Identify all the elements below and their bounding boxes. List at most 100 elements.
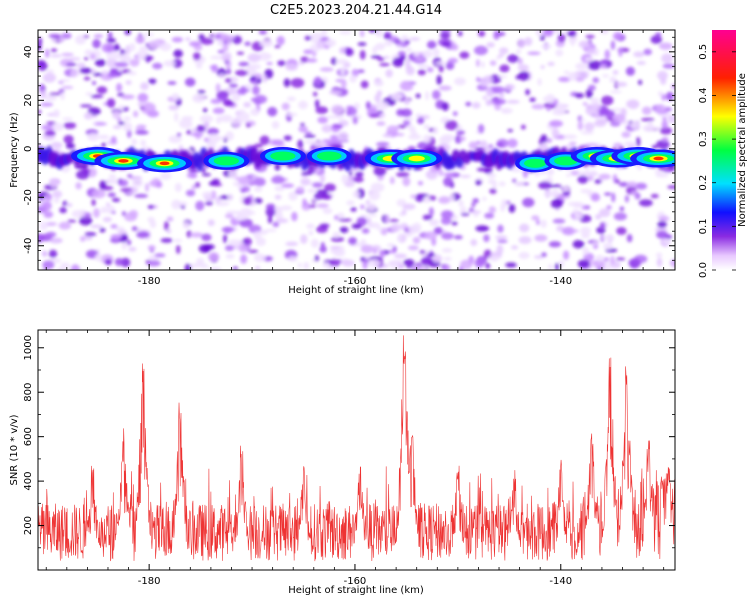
spectrogram-noise-blob — [376, 227, 384, 231]
spectrogram-noise-blob — [500, 107, 513, 114]
spectrogram-noise-blob — [346, 200, 355, 206]
spectrogram-noise-blob — [628, 258, 642, 268]
spectrogram-noise-blob — [184, 263, 192, 270]
spectrogram-noise-blob — [441, 40, 452, 47]
snr-y-axis-label: SNR (10 * v/v) — [9, 414, 20, 485]
spectrogram-noise-blob — [440, 210, 454, 219]
spectrogram-noise-blob — [211, 190, 217, 199]
spectrogram-noise-blob — [304, 35, 312, 41]
spectrogram-noise-blob — [102, 216, 112, 223]
snr-frame — [37, 329, 676, 571]
spectrogram-noise-blob — [176, 201, 188, 206]
spectrogram-noise-blob — [493, 98, 506, 105]
spectrogram-noise-blob — [626, 181, 638, 188]
spectrogram-noise-blob — [195, 60, 203, 69]
spectrogram-noise-blob — [368, 190, 381, 201]
spectrogram-noise-blob — [51, 239, 60, 244]
spectrogram-noise-blob — [522, 197, 535, 208]
spectrogram-noise-blob — [140, 139, 147, 147]
spectrogram-noise-blob — [476, 167, 490, 172]
spectrogram-noise-blob — [39, 90, 47, 99]
spectrogram-noise-blob — [640, 117, 655, 122]
spectrogram-noise-blob — [577, 171, 592, 176]
spectrogram-noise-blob — [298, 61, 305, 66]
figure-title: C2E5.2023.204.21.44.G14 — [270, 3, 442, 18]
spectrogram-noise-blob — [517, 57, 523, 65]
spectrogram-noise-blob — [643, 48, 653, 56]
spectrogram-noise-blob — [626, 99, 640, 109]
spectrogram-noise-blob — [46, 121, 57, 125]
x-tick-label: -140 — [549, 576, 572, 587]
spectrogram-noise-blob — [538, 181, 552, 190]
spectrogram-noise-blob — [79, 67, 92, 74]
spectrogram-noise-blob — [635, 182, 648, 190]
spectrogram-noise-blob — [50, 141, 63, 149]
spectrogram-noise-blob — [558, 259, 565, 268]
spectrogram-noise-blob — [336, 259, 342, 265]
spectrogram-noise-blob — [334, 215, 339, 221]
spectrogram-noise-blob — [396, 45, 403, 49]
spectrogram-noise-blob — [243, 197, 252, 206]
spectrogram-noise-blob — [478, 30, 486, 37]
spectrogram-noise-blob — [606, 205, 612, 210]
spectrogram-noise-blob — [191, 184, 197, 190]
spectrogram-noise-blob — [298, 126, 307, 131]
spectrogram-noise-blob — [415, 193, 429, 198]
spectrogram-noise-blob — [507, 129, 513, 133]
colorbar: 0.0 0.1 0.2 0.3 0.4 0.5 Normalized spectral a… — [698, 30, 748, 278]
spectrogram-noise-blob — [445, 61, 455, 70]
spectrogram-noise-blob — [69, 57, 81, 61]
spectrogram-noise-blob — [552, 218, 566, 224]
spectrogram-noise-blob — [330, 236, 345, 243]
spectrogram-noise-blob — [506, 200, 511, 205]
spectrogram-noise-blob — [75, 34, 86, 45]
spectrogram-noise-blob — [306, 58, 318, 63]
spectrogram-noise-blob — [556, 225, 565, 232]
spectrogram-noise-blob — [479, 77, 489, 87]
spectrogram-noise-blob — [351, 223, 363, 230]
spectrogram-noise-blob — [584, 57, 594, 62]
colorbar-gradient — [712, 30, 736, 270]
spectrogram-noise-blob — [601, 95, 614, 106]
spectrogram-noise-blob — [194, 182, 201, 188]
spectrogram-noise-blob — [285, 63, 298, 71]
spectrogram-noise-blob — [185, 37, 191, 42]
spectrogram-noise-blob — [657, 70, 668, 81]
spectrogram-noise-blob — [253, 253, 266, 262]
spectrogram-noise-blob — [661, 120, 668, 129]
spectrogram-noise-blob — [590, 97, 600, 104]
spectrogram-noise-blob — [641, 106, 652, 115]
spectrogram-noise-blob — [335, 58, 349, 65]
y-tick-label: 800 — [23, 383, 34, 402]
x-tick-label: -160 — [344, 276, 367, 287]
spectrogram-noise-blob — [248, 224, 262, 234]
spectrogram-noise-blob — [63, 122, 77, 129]
spectrogram-noise-blob — [349, 74, 357, 83]
spectrogram-noise-blob — [267, 106, 278, 117]
spectrogram-noise-blob — [238, 61, 250, 67]
spectrogram-noise-blob — [577, 121, 584, 131]
spectrogram-noise-blob — [129, 209, 139, 219]
spectrogram-noise-blob — [310, 32, 323, 41]
spectrogram-noise-blob — [106, 50, 120, 61]
spectrogram-noise-blob — [609, 78, 615, 83]
spectrogram-noise-blob — [91, 198, 96, 207]
spectrogram-noise-blob — [186, 172, 198, 179]
spectrogram-noise-blob — [336, 212, 345, 220]
spectrogram-noise-blob — [298, 100, 308, 110]
spectrogram-noise-blob — [414, 57, 424, 61]
spectrogram-noise-blob — [215, 201, 230, 207]
spectrogram-noise-blob — [588, 60, 602, 71]
spectrogram-noise-blob — [179, 118, 193, 129]
spectrogram-noise-blob — [612, 70, 619, 75]
spectrogram-noise-blob — [38, 109, 42, 114]
spectrogram-noise-blob — [459, 136, 466, 142]
spectrogram-noise-blob — [508, 203, 516, 213]
spectrogram-noise-blob — [50, 38, 58, 42]
spectrogram-band-blob — [455, 156, 464, 168]
spectrogram-noise-blob — [360, 214, 370, 218]
spectrogram-noise-blob — [599, 222, 606, 230]
spectrogram-noise-blob — [360, 244, 375, 254]
spectrogram-noise-blob — [230, 75, 236, 84]
spectrogram-noise-blob — [417, 64, 430, 69]
